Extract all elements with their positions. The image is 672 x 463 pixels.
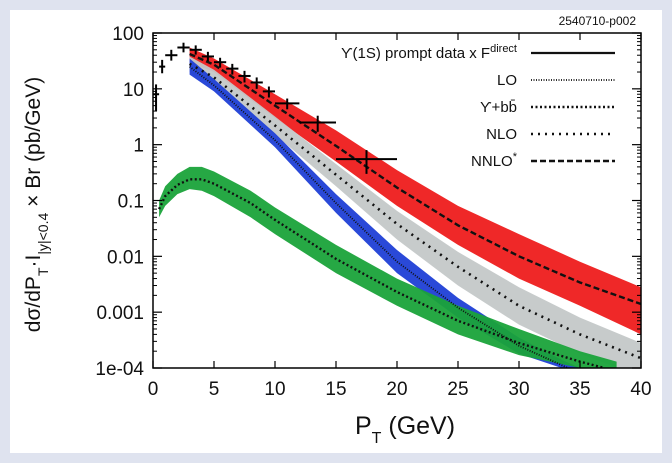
x-tick-label: 20 (386, 379, 407, 400)
data-point (165, 49, 178, 61)
x-tick-label: 40 (630, 379, 651, 400)
data-point (189, 45, 202, 55)
data-point (177, 42, 190, 53)
legend-label: NLO (486, 126, 517, 143)
legend-entry: ϒ(1S) prompt data x Fdirect (341, 43, 615, 62)
y-tick-label: 100 (112, 24, 144, 45)
y-tick-label: 0.01 (107, 247, 144, 268)
data-point (275, 98, 300, 110)
data-point (262, 86, 275, 98)
legend-entry: NLO (486, 126, 615, 143)
band-bb (159, 166, 617, 368)
band-nlo (189, 56, 641, 368)
curve-bb (158, 178, 605, 368)
x-tick-label: 10 (264, 379, 285, 400)
legend-entry: NNLO* (471, 151, 615, 170)
figure-frame: 0 5 10 15 20 25 30 35 40 100 10 1 0.1 0.01 0.001 1e-04 2… (10, 10, 662, 453)
curve-lo (189, 65, 569, 368)
curve-nnlo (189, 52, 641, 306)
x-tick-label: 15 (325, 379, 346, 400)
legend-label: ϒ(1S) prompt data x Fdirect (341, 43, 517, 62)
legend-entry: ϒ+bb̄ (480, 99, 615, 116)
y-tick-label: 10 (123, 80, 144, 101)
data-point (201, 51, 214, 62)
x-axis-title: PT (GeV) (355, 412, 455, 447)
x-tick-label: 25 (447, 379, 468, 400)
y-tick-label: 1 (133, 136, 144, 157)
data-point (238, 70, 251, 83)
x-tick-label: 5 (209, 379, 220, 400)
y-tick-label: 0.1 (118, 192, 144, 213)
x-tick-label: 0 (148, 379, 159, 400)
x-tick-label: 30 (508, 379, 529, 400)
data-point (250, 77, 263, 89)
x-tick-label: 35 (569, 379, 590, 400)
y-axis-title: dσ/dPT·I|y|<0.4 × Br (pb/GeV) (22, 77, 51, 332)
cross-section-chart: 0 5 10 15 20 25 30 35 40 100 10 1 0.1 0.01 0.001 1e-04 2… (22, 14, 652, 447)
data-point (226, 63, 239, 75)
data-point (159, 59, 166, 74)
legend-label: LO (497, 72, 517, 89)
plot-area (153, 42, 641, 368)
y-tick-label: 1e-04 (95, 359, 144, 380)
data-point (299, 115, 336, 132)
legend-label: NNLO* (471, 151, 518, 170)
reference-id: 2540710-p002 (559, 14, 637, 28)
data-point (214, 57, 227, 68)
band-nnlo (189, 47, 641, 335)
data-point (336, 150, 397, 174)
legend-entry: LO (497, 72, 615, 89)
y-tick-label: 0.001 (96, 303, 144, 324)
legend-label: ϒ+bb̄ (480, 99, 517, 116)
